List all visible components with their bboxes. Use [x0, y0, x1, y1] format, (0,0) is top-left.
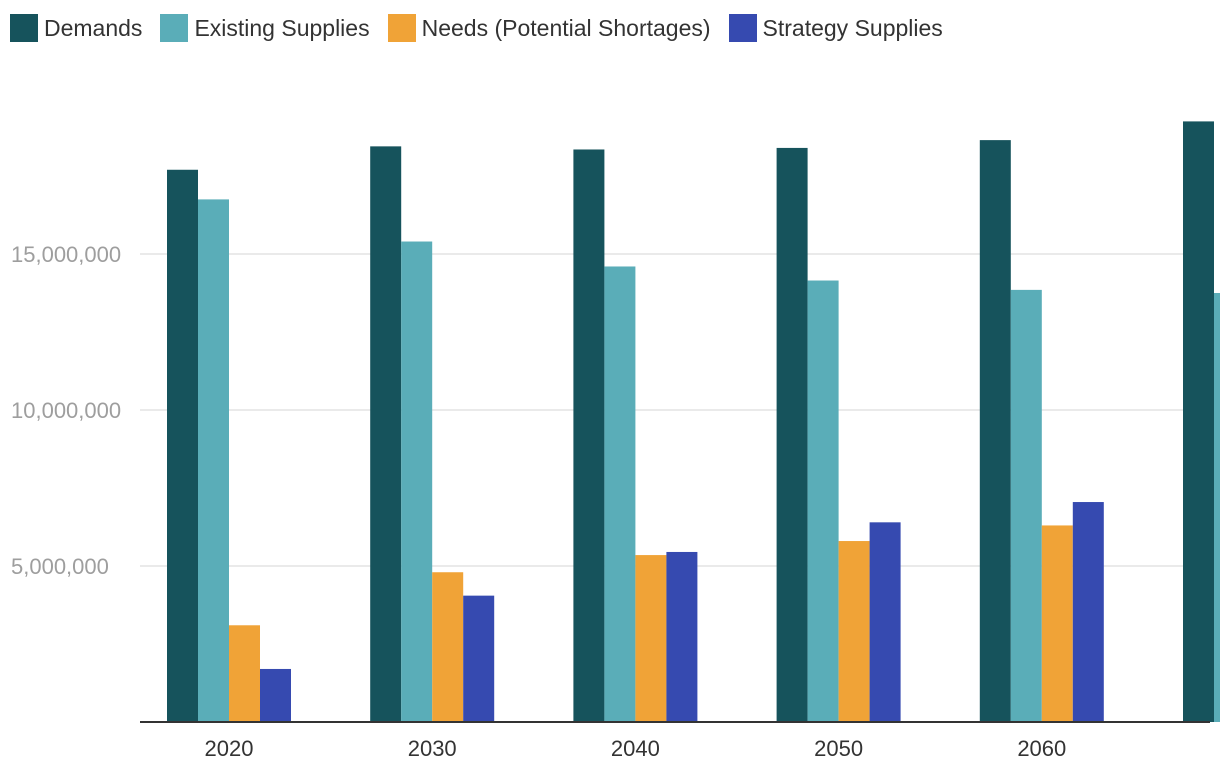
x-axis-ticks: 202020302040205020602070: [205, 736, 1067, 761]
bar-strategy-supplies-2020[interactable]: [260, 668, 291, 722]
legend-swatch-strategy-supplies: [728, 14, 757, 42]
x-tick-label-2030: 2030: [408, 736, 457, 761]
gridlines: [140, 253, 1210, 567]
y-tick-label: 10,000,000: [11, 398, 121, 423]
bar-strategy-supplies-2050[interactable]: [869, 522, 901, 722]
bar-demands-2060[interactable]: [979, 140, 1011, 722]
bar-demands-2030[interactable]: [370, 146, 402, 723]
bars: [167, 121, 1220, 723]
bar-existing-supplies-2040[interactable]: [604, 266, 636, 722]
bar-needs-potential-shortages-2050[interactable]: [838, 541, 870, 722]
x-tick-label-2060: 2060: [1017, 736, 1066, 761]
legend-label-demands: Demands: [44, 14, 143, 41]
legend-label-strategy-supplies: Strategy Supplies: [762, 14, 943, 41]
bar-existing-supplies-2030[interactable]: [401, 241, 433, 722]
bar-demands-2050[interactable]: [776, 147, 808, 723]
bar-strategy-supplies-2030[interactable]: [463, 595, 495, 722]
x-tick-label-2020: 2020: [205, 736, 254, 761]
bar-needs-potential-shortages-2030[interactable]: [432, 572, 464, 722]
bar-demands-2040[interactable]: [573, 149, 605, 723]
legend-item-strategy-supplies[interactable]: Strategy Supplies: [728, 14, 943, 42]
legend-swatch-demands: [10, 14, 38, 42]
legend-item-demands[interactable]: Demands: [10, 14, 142, 42]
legend-item-needs[interactable]: Needs (Potential Shortages): [387, 14, 711, 42]
bar-strategy-supplies-2040[interactable]: [666, 551, 698, 722]
bar-demands-2020[interactable]: [167, 169, 198, 722]
bar-needs-potential-shortages-2040[interactable]: [635, 555, 667, 722]
bar-needs-potential-shortages-2060[interactable]: [1041, 525, 1073, 722]
bar-existing-supplies-2060[interactable]: [1010, 289, 1042, 722]
y-tick-label: 5,000,000: [11, 554, 109, 579]
legend-swatch-needs: [387, 14, 416, 42]
legend-label-existing-supplies: Existing Supplies: [194, 14, 370, 41]
bar-needs-potential-shortages-2020[interactable]: [229, 625, 260, 722]
x-tick-label-2040: 2040: [611, 736, 660, 761]
y-tick-label: 15,000,000: [11, 242, 121, 267]
legend-swatch-existing-supplies: [160, 14, 189, 42]
chart-legend: Demands Existing Supplies Needs (Potenti…: [10, 12, 961, 44]
bar-strategy-supplies-2060[interactable]: [1072, 502, 1104, 722]
bar-existing-supplies-2050[interactable]: [807, 280, 839, 722]
bar-existing-supplies-2020[interactable]: [198, 199, 229, 722]
y-axis-ticks: 5,000,000 10,000,000 15,000,000: [11, 242, 121, 579]
x-tick-label-2050: 2050: [814, 736, 863, 761]
bar-existing-supplies-2070[interactable]: [1214, 293, 1220, 722]
legend-item-existing-supplies[interactable]: Existing Supplies: [160, 14, 370, 42]
bar-demands-2070[interactable]: [1183, 121, 1214, 722]
legend-label-needs: Needs (Potential Shortages): [421, 14, 711, 41]
